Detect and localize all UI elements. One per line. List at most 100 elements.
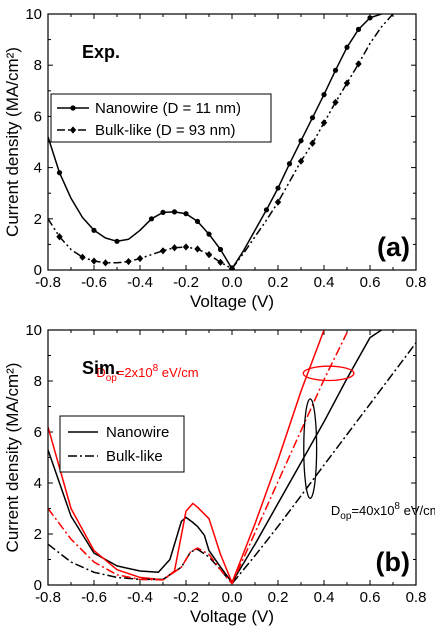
data-point-bulk-like-d-93-nm <box>297 157 305 165</box>
chart-panel-b: -0.8 -0.6 -0.4 -0.2 0.0 0.2 0.4 0.6 0.8 0 2 4 6 8 10 Vo… <box>3 322 435 626</box>
data-point-nanowire-d-11-nm <box>183 211 189 217</box>
data-point-nanowire-d-11-nm <box>194 218 201 224</box>
annotation-value: =2x10 <box>117 365 153 380</box>
data-point-nanowire-d-11-nm <box>275 185 281 191</box>
x-axis-label: Voltage (V) <box>190 607 274 626</box>
legend-label: Bulk-like (D = 93 nm) <box>95 122 235 139</box>
data-point-bulk-like-d-93-nm <box>125 257 132 266</box>
data-point-nanowire-d-11-nm <box>321 92 327 98</box>
legend-box <box>59 415 185 473</box>
series-line-nanowire-red <box>48 330 325 584</box>
data-point-bulk-like-d-93-nm <box>320 119 328 127</box>
data-point-bulk-like-d-93-nm <box>79 253 86 261</box>
annotation-subscript: op <box>340 511 352 522</box>
x-tick-label: -0.6 <box>81 589 107 606</box>
annotation-superscript: 8 <box>394 501 400 512</box>
x-tick-label: 0.0 <box>222 589 243 606</box>
series-line-nanowire-d-11-nm <box>48 14 382 270</box>
data-point-nanowire-d-11-nm <box>344 44 350 50</box>
data-point-nanowire-d-11-nm <box>91 227 97 233</box>
data-point-bulk-like-d-93-nm <box>194 245 201 253</box>
data-point-nanowire-d-11-nm <box>171 209 178 215</box>
chart-panel-a: -0.8 -0.6 -0.4 -0.2 0.0 0.2 0.4 0.6 0.8 0 2 4 6 8 10 Vo… <box>3 6 426 311</box>
y-tick-label: 4 <box>34 475 42 492</box>
y-axis-label: Current density (MA/cm²) <box>3 363 22 553</box>
data-point-bulk-like-d-93-nm <box>90 257 98 265</box>
legend-label: Nanowire <box>106 424 169 441</box>
y-tick-label: 0 <box>34 262 42 279</box>
data-point-bulk-like-d-93-nm <box>332 98 339 106</box>
x-tick-label: -0.4 <box>127 589 153 606</box>
y-tick-label: 2 <box>34 211 42 228</box>
x-tick-label: -0.6 <box>81 274 107 291</box>
data-point-nanowire-d-11-nm <box>56 170 63 176</box>
highlight-ellipse <box>302 365 355 382</box>
data-point-bulk-like-d-93-nm <box>136 254 144 263</box>
x-tick-label: -0.4 <box>127 274 153 291</box>
data-point-bulk-like-d-93-nm <box>228 265 236 270</box>
plot-area <box>48 330 416 585</box>
y-tick-label: 6 <box>34 424 42 441</box>
annotation-text: Dop=40x108 eV/cm <box>331 501 435 522</box>
y-tick-label: 10 <box>25 6 42 23</box>
data-point-nanowire-d-11-nm <box>263 207 270 213</box>
data-point-nanowire-d-11-nm <box>367 15 373 21</box>
legend-marker <box>69 126 77 134</box>
x-tick-label: -0.8 <box>35 274 61 291</box>
data-point-nanowire-d-11-nm <box>355 26 362 32</box>
y-tick-label: 4 <box>34 160 42 177</box>
y-tick-label: 6 <box>34 108 42 125</box>
x-tick-label: 0.4 <box>314 274 335 291</box>
data-point-bulk-like-d-93-nm <box>159 247 167 255</box>
x-tick-label: 0.8 <box>406 274 427 291</box>
data-point-nanowire-d-11-nm <box>160 209 166 215</box>
data-point-bulk-like-d-93-nm <box>274 198 282 206</box>
plot-area <box>48 14 394 270</box>
annotation-unit: eV/cm <box>158 365 198 380</box>
x-tick-label: 0.2 <box>268 274 289 291</box>
x-axis-label: Voltage (V) <box>190 292 274 311</box>
annotation-base: D <box>331 503 340 518</box>
y-tick-label: 8 <box>34 57 42 74</box>
data-point-bulk-like-d-93-nm <box>171 244 178 252</box>
legend-box <box>50 93 272 143</box>
x-tick-label: 0.0 <box>222 274 243 291</box>
series-line-nanowire <box>48 330 382 584</box>
annotation-unit: eV/cm <box>400 503 435 518</box>
series-line-bulk-like <box>48 342 416 585</box>
data-point-bulk-like-d-93-nm <box>56 233 63 241</box>
data-point-nanowire-d-11-nm <box>298 138 304 144</box>
panel-tag: Exp. <box>82 42 120 62</box>
data-point-bulk-like-d-93-nm <box>355 60 362 68</box>
data-point-nanowire-d-11-nm <box>206 231 212 237</box>
data-point-bulk-like-d-93-nm <box>343 79 351 87</box>
x-tick-label: 0.8 <box>406 589 427 606</box>
data-point-bulk-like-d-93-nm <box>309 139 316 147</box>
panel-tag: Sim. <box>82 358 120 378</box>
x-tick-label: -0.2 <box>173 589 199 606</box>
annotation-text: Dop=2x108 eV/cm <box>96 363 198 384</box>
legend-marker <box>70 105 76 111</box>
y-tick-label: 10 <box>25 322 42 339</box>
data-point-nanowire-d-11-nm <box>332 67 339 73</box>
x-tick-label: -0.8 <box>35 589 61 606</box>
data-point-nanowire-d-11-nm <box>114 238 120 244</box>
annotation-base: D <box>96 365 105 380</box>
x-tick-label: 0.6 <box>360 589 381 606</box>
x-tick-label: -0.2 <box>173 274 199 291</box>
annotation-superscript: 8 <box>153 363 159 374</box>
data-point-nanowire-d-11-nm <box>286 161 293 167</box>
panel-letter: (a) <box>377 232 410 262</box>
series-line-bulk-like-red <box>48 332 348 585</box>
x-tick-label: 0.4 <box>314 589 335 606</box>
data-point-nanowire-d-11-nm <box>148 216 155 222</box>
data-point-bulk-like-d-93-nm <box>217 258 224 266</box>
data-point-nanowire-d-11-nm <box>309 115 316 121</box>
x-tick-label: 0.6 <box>360 274 381 291</box>
y-tick-label: 8 <box>34 373 42 390</box>
x-tick-label: 0.2 <box>268 589 289 606</box>
data-point-bulk-like-d-93-nm <box>205 251 213 259</box>
plot-frame <box>47 329 417 586</box>
legend-label: Nanowire (D = 11 nm) <box>95 100 241 117</box>
